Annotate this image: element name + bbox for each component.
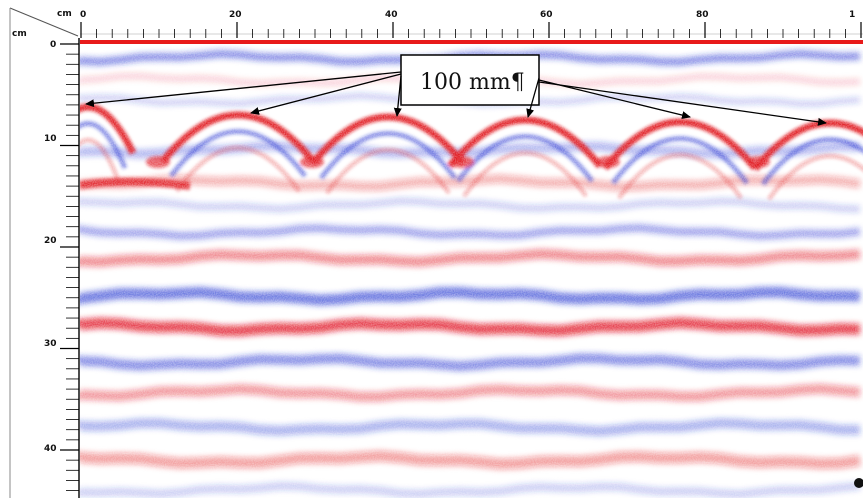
callout-arrows bbox=[85, 71, 827, 126]
vertical-ruler bbox=[60, 38, 80, 498]
h-tick-label: 40 bbox=[385, 10, 398, 20]
h-tick-label: 20 bbox=[229, 10, 242, 20]
v-tick-label: 10 bbox=[44, 134, 57, 144]
vertical-unit-label: cm bbox=[12, 29, 27, 39]
surface-line bbox=[80, 40, 863, 44]
corner-marker bbox=[854, 478, 863, 488]
vertical-tick-labels: 0 10 20 30 40 bbox=[44, 40, 57, 454]
callout-arrow bbox=[85, 71, 402, 108]
h-tick-label: 1 bbox=[849, 10, 855, 20]
v-tick-label: 30 bbox=[44, 339, 57, 349]
rebar-spacing-callout: 100 mm¶ bbox=[400, 54, 540, 106]
axis-corner: cm cm bbox=[9, 7, 79, 498]
radargram bbox=[80, 38, 863, 498]
callout-arrow bbox=[393, 75, 402, 117]
v-tick-label: 20 bbox=[44, 236, 57, 246]
callout-arrow bbox=[526, 77, 540, 118]
horizontal-unit-label: cm bbox=[57, 9, 72, 19]
h-tick-label: 0 bbox=[80, 10, 86, 20]
horizontal-tick-labels: 0 20 40 60 80 1 bbox=[80, 10, 855, 20]
callout-arrow bbox=[538, 81, 827, 126]
callout-box bbox=[400, 54, 540, 106]
horizontal-ruler bbox=[80, 22, 863, 38]
v-tick-label: 0 bbox=[50, 40, 56, 50]
callout-label: 100 mm¶ bbox=[420, 70, 525, 95]
h-tick-label: 80 bbox=[696, 10, 709, 20]
v-tick-label: 40 bbox=[44, 444, 57, 454]
callout-arrow bbox=[250, 73, 402, 115]
h-tick-label: 60 bbox=[540, 10, 553, 20]
